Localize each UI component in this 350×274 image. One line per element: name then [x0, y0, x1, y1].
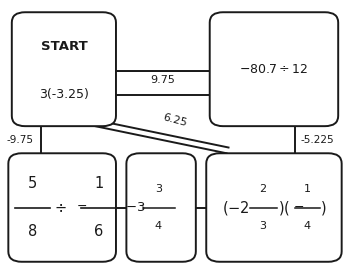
FancyBboxPatch shape: [126, 153, 196, 262]
FancyBboxPatch shape: [8, 153, 116, 262]
Text: $-3$: $-3$: [125, 201, 146, 214]
Text: 4: 4: [303, 221, 310, 230]
FancyBboxPatch shape: [206, 153, 342, 262]
Text: $-$: $-$: [293, 200, 304, 213]
Text: 6: 6: [94, 224, 103, 239]
Text: START: START: [41, 40, 87, 53]
Text: $\div$: $\div$: [54, 200, 67, 215]
FancyBboxPatch shape: [12, 12, 116, 126]
Text: 9.75: 9.75: [150, 75, 175, 85]
Text: 8: 8: [28, 224, 37, 239]
Text: 1: 1: [94, 176, 103, 191]
Text: $(-2$: $(-2$: [222, 199, 250, 216]
Text: 2: 2: [259, 184, 266, 195]
Text: -5.225: -5.225: [301, 135, 334, 145]
Text: $)($: $)($: [279, 199, 291, 216]
Text: 3: 3: [155, 184, 162, 195]
Text: $-80.7 \div 12$: $-80.7 \div 12$: [239, 63, 309, 76]
FancyBboxPatch shape: [210, 12, 338, 126]
Text: 1: 1: [303, 184, 310, 195]
Text: $-$: $-$: [76, 199, 87, 212]
Text: 3: 3: [259, 221, 266, 230]
Text: 4: 4: [155, 221, 162, 230]
Text: -9.75: -9.75: [7, 135, 34, 145]
Text: 5: 5: [28, 176, 37, 191]
Text: 3(-3.25): 3(-3.25): [39, 88, 89, 101]
Text: 6.25: 6.25: [162, 112, 188, 128]
Text: $)$: $)$: [321, 199, 327, 216]
